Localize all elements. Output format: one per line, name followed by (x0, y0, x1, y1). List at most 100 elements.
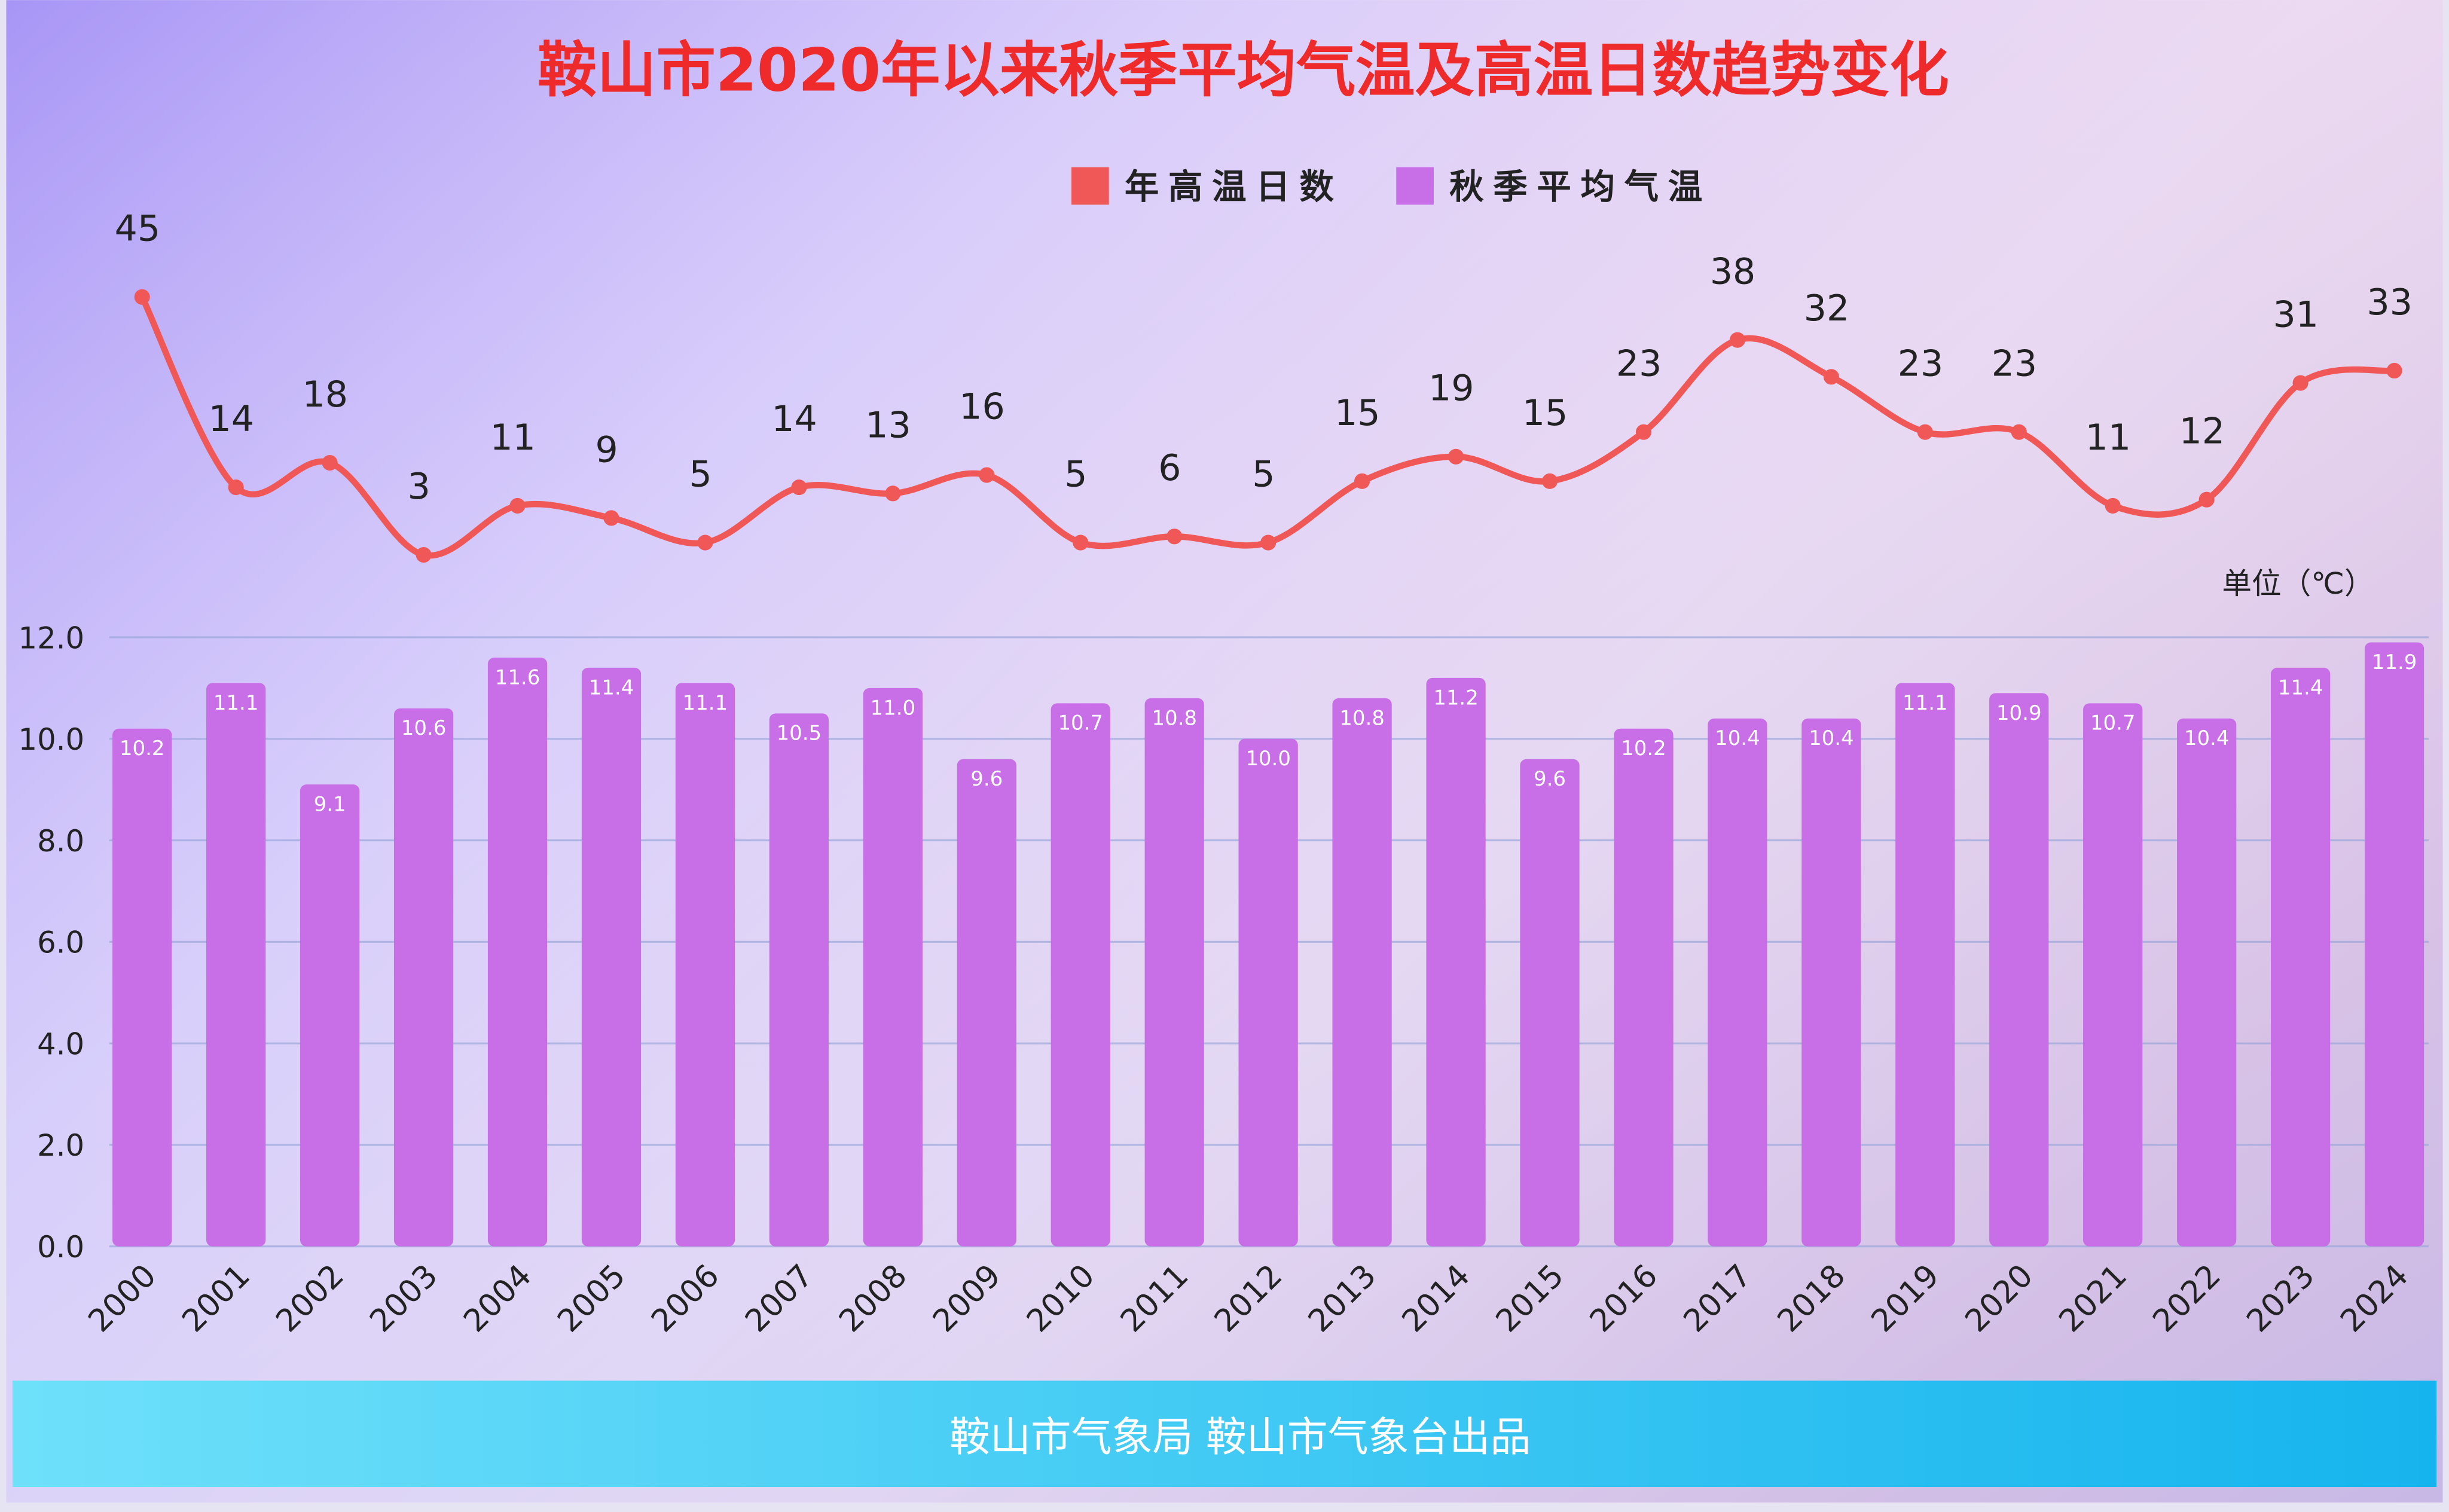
line-value-label: 6 (1158, 447, 1181, 489)
line-point (1635, 424, 1652, 440)
line-point (1354, 473, 1370, 489)
line-value-label: 14 (771, 398, 817, 440)
line-point (2198, 491, 2215, 508)
bar (1989, 693, 2049, 1247)
line-value-label: 23 (1898, 343, 1943, 385)
line-value-label: 23 (1616, 343, 1662, 385)
bar (1332, 698, 1392, 1247)
bar-value-label: 9.6 (1534, 767, 1566, 791)
y-tick-label: 10.0 (19, 722, 85, 757)
line-value-label: 14 (209, 398, 254, 440)
line-point (2105, 497, 2121, 514)
line-point (697, 534, 713, 551)
bar-value-label: 10.2 (1621, 737, 1666, 760)
legend-swatch (1071, 167, 1109, 205)
line-value-label: 32 (1804, 288, 1849, 329)
bar (2364, 642, 2424, 1247)
line-point (2386, 362, 2402, 379)
line-point (2292, 375, 2308, 391)
bar (769, 713, 829, 1247)
y-tick-label: 2.0 (37, 1128, 84, 1163)
bar-value-label: 9.1 (314, 793, 346, 817)
bar (2177, 718, 2237, 1247)
bar-value-label: 11.1 (683, 691, 728, 715)
line-point (979, 467, 995, 483)
bar (1801, 718, 1861, 1247)
y-tick-label: 0.0 (37, 1230, 84, 1264)
line-point (1448, 448, 1464, 465)
bar (1708, 718, 1767, 1247)
bar (957, 759, 1016, 1247)
bar (487, 657, 548, 1247)
bar-value-label: 10.9 (1996, 701, 2042, 725)
line-point (1073, 534, 1089, 551)
bar-value-label: 11.4 (2278, 676, 2323, 700)
bar (206, 683, 266, 1247)
bar-value-label: 10.8 (1339, 706, 1385, 730)
bar (393, 708, 454, 1247)
line-value-label: 45 (115, 208, 160, 250)
line-point (791, 479, 807, 496)
bar (2083, 703, 2143, 1247)
line-point (322, 454, 338, 471)
line-point (1541, 473, 1558, 489)
bar-value-label: 11.4 (589, 676, 634, 700)
bar (863, 688, 923, 1247)
y-tick-label: 4.0 (37, 1027, 84, 1061)
line-point (1917, 424, 1933, 440)
line-value-label: 38 (1710, 251, 1755, 293)
bar-value-label: 11.1 (1903, 691, 1948, 715)
background-overlay (6, 0, 2443, 1503)
line-value-label: 11 (2085, 417, 2131, 459)
line-point (1167, 529, 1183, 545)
bar-value-label: 10.7 (2090, 711, 2136, 735)
line-point (509, 497, 526, 514)
legend: 年高温日数 秋季平均气温 (1071, 167, 1712, 207)
legend-label: 年高温日数 (1125, 167, 1343, 207)
bar (300, 784, 360, 1247)
bar (1614, 728, 1674, 1247)
line-point (228, 479, 244, 496)
line-value-label: 5 (1064, 453, 1087, 495)
line-value-label: 33 (2367, 282, 2413, 323)
bar (1051, 703, 1110, 1247)
bar-value-label: 10.6 (401, 716, 447, 740)
line-value-label: 5 (1252, 453, 1275, 495)
chart-title: 鞍山市2020年以来秋季平均气温及高温日数趋势变化 (538, 36, 1949, 105)
line-point (1823, 369, 1839, 385)
bar-value-label: 11.6 (495, 665, 541, 689)
bar-value-label: 11.2 (1433, 686, 1479, 710)
bar-value-label: 10.8 (1152, 706, 1197, 730)
bar (675, 683, 735, 1247)
bar (1144, 698, 1204, 1247)
bar (112, 728, 172, 1247)
bar-value-label: 11.0 (871, 696, 916, 720)
bar (1238, 738, 1298, 1247)
bar (1426, 677, 1486, 1247)
line-value-label: 9 (596, 429, 618, 471)
line-value-label: 13 (865, 404, 911, 446)
line-point (603, 510, 619, 526)
line-value-label: 23 (1992, 343, 2037, 385)
bar (581, 667, 642, 1247)
bar-value-label: 9.6 (970, 767, 1003, 791)
bar-value-label: 10.4 (1809, 726, 1854, 750)
footer-band (12, 1380, 2437, 1487)
bar-value-label: 10.0 (1245, 747, 1291, 771)
bar (1895, 683, 1955, 1247)
line-point (1729, 332, 1745, 348)
line-value-label: 11 (490, 417, 535, 459)
line-value-label: 3 (408, 466, 430, 508)
line-point (1260, 534, 1277, 551)
line-point (2011, 424, 2027, 440)
line-value-label: 5 (689, 453, 712, 495)
bar (1520, 759, 1580, 1247)
line-point (416, 546, 432, 563)
unit-label: 单位（℃） (2222, 566, 2374, 601)
line-value-label: 15 (1335, 392, 1380, 434)
source: 鞍山市气象局 鞍山市气象台出品 (949, 1414, 1531, 1461)
line-value-label: 16 (959, 386, 1004, 428)
legend-label: 秋季平均气温 (1449, 167, 1712, 207)
line-value-label: 15 (1522, 392, 1568, 434)
